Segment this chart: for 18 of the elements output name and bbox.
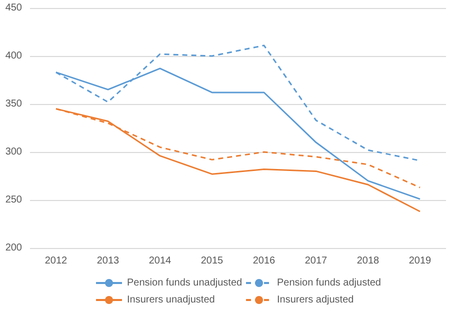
y-tick-label: 200 bbox=[5, 242, 22, 254]
legend-label: Insurers unadjusted bbox=[127, 294, 215, 306]
x-tick-label: 2013 bbox=[96, 256, 120, 266]
x-tick-label: 2017 bbox=[304, 256, 328, 266]
y-tick-label: 300 bbox=[5, 146, 22, 158]
y-tick-label: 400 bbox=[5, 50, 22, 62]
x-tick-label: 2016 bbox=[252, 256, 276, 266]
y-tick-label: 250 bbox=[5, 194, 22, 206]
legend-label: Pension funds unadjusted bbox=[127, 278, 242, 288]
x-tick-label: 2019 bbox=[408, 256, 432, 266]
x-tick-label: 2014 bbox=[148, 256, 172, 266]
x-tick-label: 2012 bbox=[44, 256, 68, 266]
x-tick-label: 2018 bbox=[356, 256, 380, 266]
legend-label: Pension funds adjusted bbox=[277, 278, 381, 288]
y-tick-label: 350 bbox=[5, 98, 22, 110]
y-tick-label: 450 bbox=[5, 2, 22, 14]
x-tick-label: 2015 bbox=[200, 256, 224, 266]
legend-label: Insurers adjusted bbox=[277, 294, 354, 306]
